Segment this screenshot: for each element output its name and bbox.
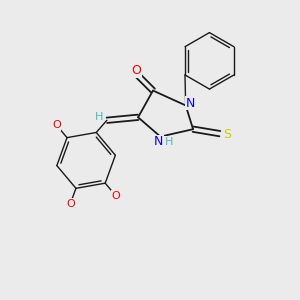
Text: N: N — [154, 136, 164, 148]
Text: N: N — [186, 97, 195, 110]
Text: O: O — [111, 191, 120, 201]
Text: O: O — [52, 120, 61, 130]
Text: H: H — [164, 137, 173, 147]
Text: O: O — [131, 64, 141, 77]
Text: O: O — [66, 199, 75, 209]
Text: S: S — [223, 128, 231, 141]
Text: H: H — [94, 112, 103, 122]
